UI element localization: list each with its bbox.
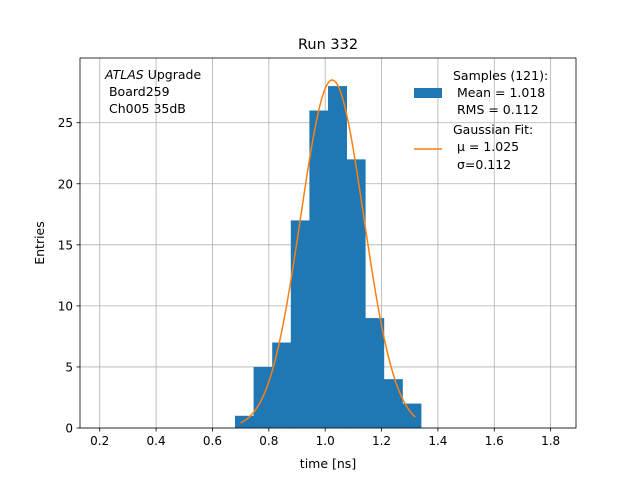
y-tick-label: 0 — [65, 422, 73, 436]
annotation-atlas: ATLAS — [104, 67, 144, 82]
x-tick-label: 1.2 — [372, 434, 391, 448]
histogram-bar — [365, 318, 385, 428]
y-axis-label: Entries — [32, 221, 47, 265]
legend-hist-mean: Mean = 1.018 — [453, 85, 545, 100]
gaussian-fit-curve — [240, 79, 416, 424]
annotation-line-2: Board259 — [105, 84, 170, 99]
chart-title: Run 332 — [298, 37, 358, 53]
x-tick-label: 0.8 — [259, 434, 278, 448]
y-tick-label: 25 — [58, 116, 73, 130]
histogram-bar — [346, 159, 366, 428]
atlas-annotation: ATLAS Upgrade Board259 Ch005 35dB — [104, 67, 201, 116]
histogram-bar — [309, 110, 329, 429]
x-tick-label: 0.4 — [147, 434, 166, 448]
histogram-bar — [383, 379, 403, 428]
legend-hist-rms: RMS = 0.112 — [453, 102, 539, 117]
histogram-bar — [402, 403, 422, 428]
histogram-bar — [235, 415, 254, 428]
legend-fit-mu: μ = 1.025 — [453, 139, 519, 154]
plot-frame — [79, 57, 577, 429]
annotation-line-1: ATLAS Upgrade — [104, 67, 201, 82]
annotation-upgrade: Upgrade — [144, 67, 202, 82]
x-tick-label: 0.6 — [203, 434, 222, 448]
x-axis-label: time [ns] — [300, 456, 356, 471]
x-tick-label: 1.0 — [316, 434, 335, 448]
y-tick-label: 20 — [58, 177, 73, 191]
legend-fit-title: Gaussian Fit: — [453, 122, 533, 137]
y-tick-label: 15 — [58, 238, 73, 252]
annotation-line-3: Ch005 35dB — [105, 101, 186, 116]
legend-fit-sigma: σ=0.112 — [453, 157, 511, 172]
legend: Samples (121): Mean = 1.018 RMS = 0.112 … — [414, 68, 548, 172]
legend-hist-swatch — [414, 88, 442, 98]
x-tick-label: 1.4 — [428, 434, 447, 448]
x-tick-label: 1.6 — [485, 434, 504, 448]
x-tick-label: 0.2 — [90, 434, 109, 448]
y-axis-ticks: 0 5 10 15 20 25 — [58, 116, 80, 436]
y-tick-label: 5 — [65, 360, 73, 374]
histogram-bar — [290, 220, 310, 428]
histogram-bar — [328, 86, 347, 428]
legend-hist-title: Samples (121): — [453, 68, 548, 83]
y-tick-label: 10 — [58, 299, 73, 313]
x-axis-ticks: 0.2 0.4 0.6 0.8 1.0 1.2 1.4 1.6 1.8 — [90, 428, 560, 448]
x-tick-label: 1.8 — [541, 434, 560, 448]
histogram-bar — [272, 342, 292, 428]
